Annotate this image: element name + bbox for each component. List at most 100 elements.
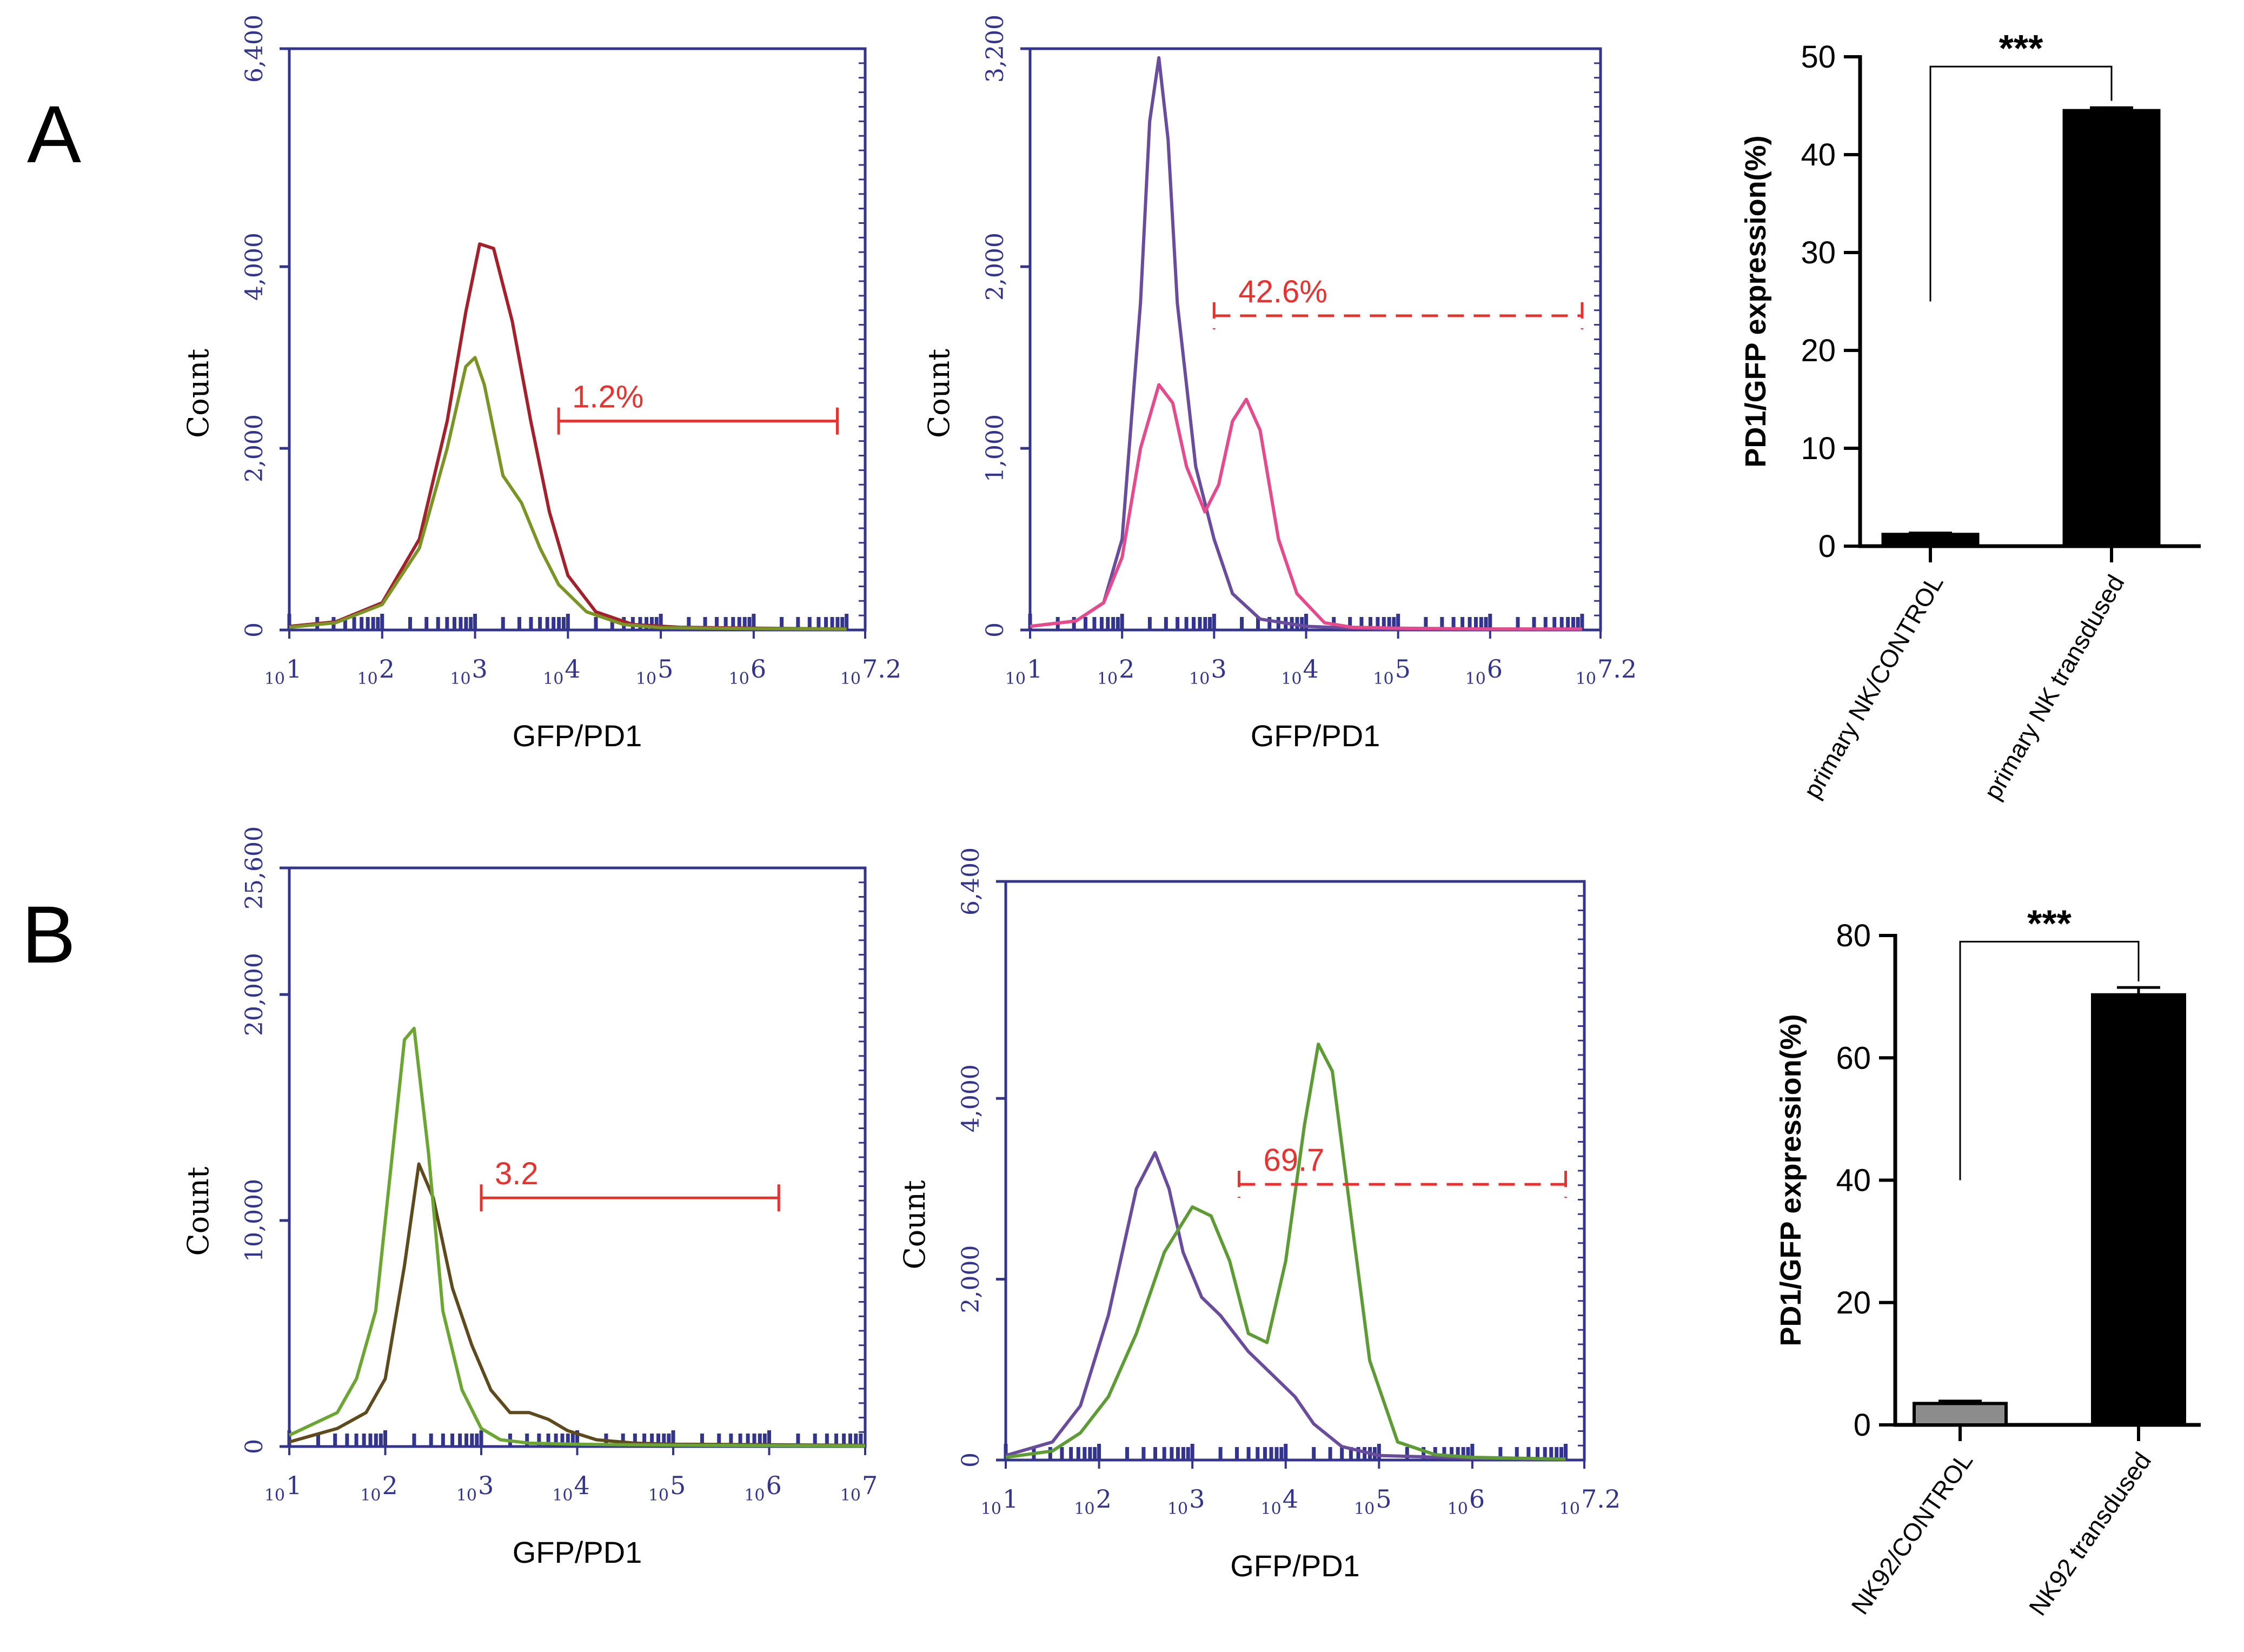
x-tick-base: 10: [1559, 1500, 1580, 1518]
x-tick-base: 10: [1576, 669, 1596, 688]
x-tick-exponent: 7.2: [862, 654, 901, 684]
x-tick-exponent: 4: [1283, 1484, 1298, 1514]
plot-frame: [1028, 47, 1602, 632]
x-tick-exponent: 1: [1003, 1484, 1018, 1514]
histogram-series-transduced: [1030, 383, 1582, 631]
y-tick-label: 20: [1801, 333, 1836, 368]
bar-chart-b3: 0 20 40 60 80 PD1/GFP expression(%) NK92/CONTR…: [1775, 902, 2201, 1621]
category-label: primary NK transdused: [1978, 570, 2129, 804]
y-axis-label: PD1/GFP expression(%): [1775, 1014, 1807, 1346]
gate-label: 1.2%: [572, 380, 643, 415]
y-tick-label: 10,000: [241, 1179, 268, 1262]
y-axis-label: Count: [181, 349, 215, 438]
significance-bracket: [1959, 940, 2140, 1180]
x-tick-exponent: 1: [1027, 654, 1043, 684]
y-axis-label: PD1/GFP expression(%): [1740, 135, 1772, 467]
x-tick-exponent: 3: [478, 1471, 494, 1500]
x-tick-base: 10: [1005, 669, 1026, 688]
category-label: NK92/CONTROL: [1845, 1447, 1978, 1620]
x-axis-label: GFP/PD1: [513, 719, 642, 753]
y-tick-label: 0: [241, 1439, 268, 1454]
x-tick-exponent: 6: [751, 654, 766, 684]
y-tick-label: 80: [1836, 918, 1871, 953]
x-tick-base: 10: [357, 669, 378, 688]
x-tick-exponent: 5: [670, 1471, 686, 1500]
bar-chart-a3: 0 10 20 30 40 50 PD1/GFP expression(%) primary …: [1740, 27, 2201, 804]
x-tick-base: 10: [456, 1486, 477, 1505]
y-tick-label: 0: [1818, 529, 1836, 564]
y-tick-label: 0: [981, 622, 1009, 638]
y-axis-label: Count: [181, 1166, 215, 1256]
x-tick-exponent: 5: [1395, 654, 1411, 684]
y-tick-label: 40: [1836, 1163, 1871, 1198]
plot-frame: [288, 47, 867, 632]
x-tick-exponent: 1: [286, 654, 302, 684]
x-tick-base: 10: [264, 669, 285, 688]
bar-control: [1881, 533, 1980, 548]
y-tick-label: 30: [1801, 235, 1836, 270]
y-tick-label: 2,000: [957, 1245, 985, 1313]
x-tick-base: 10: [360, 1486, 381, 1505]
x-tick-exponent: 2: [1119, 654, 1134, 684]
x-tick-exponent: 3: [1211, 654, 1226, 684]
x-tick-base: 10: [636, 669, 656, 688]
x-tick-exponent: 2: [382, 1471, 398, 1500]
gate-label: 42.6%: [1238, 274, 1327, 309]
x-tick-exponent: 3: [472, 654, 488, 684]
x-axis-label: GFP/PD1: [513, 1535, 642, 1569]
y-tick-label: 4,000: [241, 233, 268, 301]
x-tick-exponent: 5: [658, 654, 673, 684]
y-tick-label: 60: [1836, 1040, 1871, 1076]
gate-label: 69.7: [1263, 1143, 1324, 1178]
x-tick-base: 10: [981, 1500, 1001, 1518]
x-tick-exponent: 7.2: [1581, 1484, 1621, 1514]
histogram-series-control: [288, 1026, 866, 1448]
y-tick-label: 6,400: [957, 847, 985, 915]
x-tick-base: 10: [450, 669, 470, 688]
x-tick-exponent: 7.2: [1597, 654, 1637, 684]
x-axis-label: GFP/PD1: [1251, 719, 1380, 753]
x-tick-exponent: 2: [379, 654, 395, 684]
bar-transduced: [2091, 993, 2186, 1427]
x-tick-base: 10: [840, 1486, 861, 1505]
x-tick-base: 10: [1097, 669, 1118, 688]
y-tick-label: 3,200: [981, 15, 1009, 83]
x-tick-exponent: 6: [766, 1471, 782, 1500]
y-tick-label: 40: [1801, 137, 1836, 173]
significance-bracket: [1929, 65, 2113, 302]
y-axis-label: Count: [898, 1180, 932, 1269]
x-tick-base: 10: [1167, 1500, 1188, 1518]
y-tick-label: 2,000: [241, 414, 268, 482]
y-tick-label: 6,400: [241, 15, 268, 83]
y-tick-label: 4,000: [957, 1064, 985, 1132]
gate-label: 3.2: [495, 1156, 539, 1191]
y-tick-label: 0: [1854, 1408, 1871, 1443]
histogram-series-control: [1005, 1151, 1566, 1461]
x-tick-base: 10: [1448, 1500, 1468, 1518]
x-tick-base: 10: [1354, 1500, 1375, 1518]
x-tick-base: 10: [543, 669, 563, 688]
y-tick-label: 0: [957, 1452, 985, 1468]
histogram-series-stained: [289, 1162, 866, 1447]
x-tick-exponent: 6: [1469, 1484, 1485, 1514]
histogram-series-control: [289, 242, 847, 631]
y-tick-label: 0: [241, 622, 268, 638]
significance-label: ***: [1999, 27, 2043, 69]
x-tick-base: 10: [729, 669, 749, 688]
panel-label-a: A: [27, 89, 81, 180]
category-label: primary NK/CONTROL: [1798, 570, 1949, 803]
x-tick-base: 10: [1189, 669, 1210, 688]
bar-transduced: [2062, 109, 2161, 548]
x-axis-label: GFP/PD1: [1230, 1549, 1360, 1583]
histogram-series-stained: [289, 356, 847, 631]
category-label: NK92 transdused: [2023, 1447, 2156, 1621]
x-tick-base: 10: [264, 1486, 285, 1505]
x-tick-exponent: 3: [1189, 1484, 1205, 1514]
x-tick-base: 10: [1373, 669, 1393, 688]
x-tick-exponent: 4: [565, 654, 580, 684]
x-tick-exponent: 6: [1487, 654, 1503, 684]
